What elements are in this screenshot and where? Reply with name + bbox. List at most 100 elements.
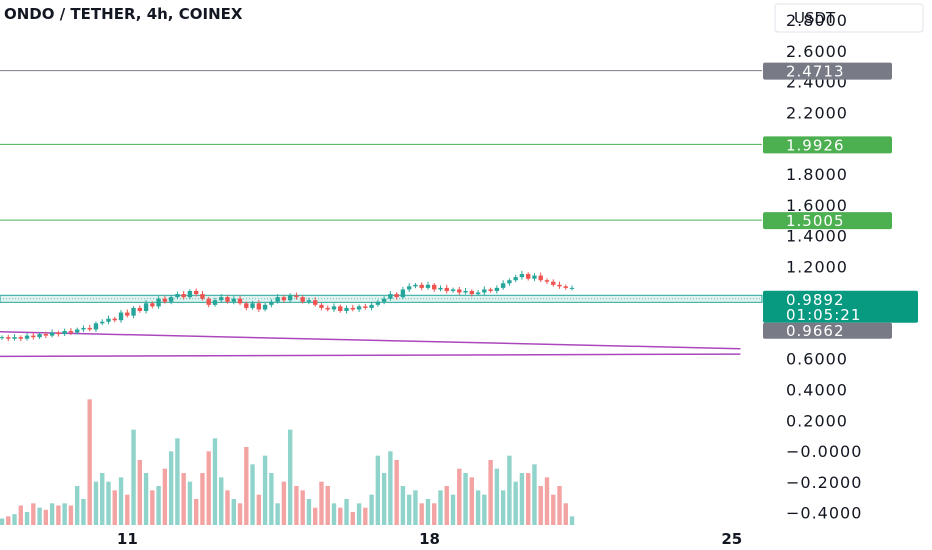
candle[interactable] — [275, 294, 280, 304]
candle[interactable] — [74, 327, 80, 335]
candle[interactable] — [538, 272, 543, 283]
candle[interactable] — [331, 303, 337, 312]
candle[interactable] — [12, 334, 17, 341]
candle[interactable] — [106, 315, 111, 325]
candle[interactable] — [444, 284, 449, 294]
candle[interactable] — [325, 305, 330, 312]
candle[interactable] — [557, 281, 562, 289]
candle[interactable] — [369, 301, 374, 311]
candle[interactable] — [551, 279, 556, 287]
candle[interactable] — [18, 335, 23, 342]
candle[interactable] — [350, 304, 355, 312]
candle[interactable] — [432, 282, 437, 292]
candle[interactable] — [212, 297, 218, 307]
candle[interactable] — [419, 282, 424, 291]
candle[interactable] — [81, 325, 86, 332]
candle[interactable] — [450, 287, 456, 293]
candle[interactable] — [93, 321, 99, 332]
candle[interactable] — [306, 297, 312, 305]
candles[interactable] — [0, 270, 575, 342]
candle[interactable] — [0, 335, 5, 340]
candle[interactable] — [281, 295, 287, 303]
candle[interactable] — [544, 278, 550, 285]
candle[interactable] — [168, 295, 174, 305]
candle[interactable] — [100, 319, 105, 326]
candle[interactable] — [406, 283, 412, 292]
currency-button[interactable]: USDT — [774, 3, 924, 33]
volume-bar — [413, 490, 418, 525]
candle[interactable] — [463, 287, 468, 295]
candle[interactable] — [563, 284, 568, 290]
candle[interactable] — [244, 301, 249, 311]
candle[interactable] — [500, 280, 506, 290]
candle[interactable] — [143, 300, 149, 314]
candle[interactable] — [519, 270, 525, 280]
candle[interactable] — [56, 330, 61, 337]
candle[interactable] — [425, 281, 431, 290]
candle[interactable] — [488, 287, 493, 293]
candle[interactable] — [131, 306, 136, 319]
candle[interactable] — [356, 304, 362, 312]
candle[interactable] — [162, 295, 168, 304]
candle[interactable] — [294, 292, 299, 300]
trend-line-1[interactable] — [0, 353, 741, 358]
candle[interactable] — [388, 290, 393, 301]
candle[interactable] — [150, 301, 155, 309]
candle[interactable] — [313, 297, 318, 307]
candle[interactable] — [400, 286, 406, 299]
candle[interactable] — [156, 296, 161, 309]
candle[interactable] — [193, 288, 199, 297]
candle[interactable] — [175, 291, 180, 299]
candle[interactable] — [525, 272, 531, 281]
candle[interactable] — [413, 282, 418, 289]
candle[interactable] — [262, 302, 268, 312]
candle[interactable] — [225, 295, 230, 304]
candle[interactable] — [31, 332, 36, 340]
candle[interactable] — [62, 328, 67, 336]
candle[interactable] — [237, 295, 243, 306]
candle[interactable] — [200, 290, 205, 301]
candle[interactable] — [6, 334, 11, 342]
candle[interactable] — [319, 302, 324, 311]
candle[interactable] — [381, 296, 387, 305]
trend-line-0[interactable] — [0, 331, 741, 350]
candle[interactable] — [43, 331, 49, 339]
candle[interactable] — [287, 293, 293, 303]
candle[interactable] — [112, 316, 117, 323]
candle[interactable] — [344, 305, 349, 314]
candle[interactable] — [24, 333, 30, 341]
candle[interactable] — [37, 332, 42, 340]
candle[interactable] — [300, 295, 305, 304]
candle[interactable] — [68, 327, 74, 336]
candle[interactable] — [118, 310, 124, 323]
candle[interactable] — [231, 296, 236, 305]
candle[interactable] — [269, 299, 274, 308]
candle[interactable] — [49, 329, 55, 338]
candle[interactable] — [187, 289, 193, 299]
x-axis[interactable]: 11 18 25 — [117, 530, 742, 548]
candle[interactable] — [181, 290, 186, 300]
candle[interactable] — [457, 286, 462, 295]
candle[interactable] — [482, 286, 487, 295]
candle[interactable] — [507, 278, 512, 286]
candle[interactable] — [494, 285, 500, 294]
candle[interactable] — [469, 289, 475, 297]
candle[interactable] — [219, 294, 224, 303]
candle[interactable] — [569, 285, 575, 291]
candle[interactable] — [394, 292, 399, 300]
candle[interactable] — [137, 305, 143, 313]
candle[interactable] — [438, 285, 443, 292]
candle[interactable] — [338, 304, 343, 313]
candle[interactable] — [250, 300, 255, 310]
candle[interactable] — [206, 296, 211, 308]
candle[interactable] — [532, 273, 537, 282]
y-axis[interactable]: 2.80002.60002.40002.20002.00001.80001.60… — [786, 11, 862, 523]
candle[interactable] — [363, 303, 368, 310]
candle[interactable] — [125, 309, 130, 318]
candle[interactable] — [375, 299, 381, 307]
candle[interactable] — [256, 300, 262, 312]
candle[interactable] — [475, 290, 481, 296]
candle[interactable] — [87, 324, 92, 332]
candle[interactable] — [513, 274, 518, 283]
